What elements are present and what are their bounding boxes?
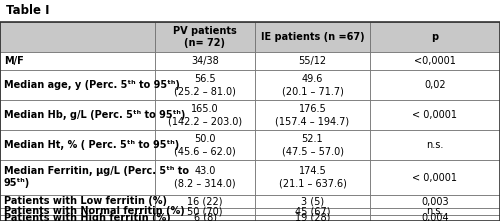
Text: < 0,0001: < 0,0001 <box>412 110 458 120</box>
Bar <box>155 208 255 215</box>
Bar <box>370 70 500 100</box>
Text: 56.5
(25.2 – 81.0): 56.5 (25.2 – 81.0) <box>174 74 236 96</box>
Bar <box>255 70 370 100</box>
Text: 52.1
(47.5 – 57.0): 52.1 (47.5 – 57.0) <box>282 134 344 156</box>
Text: Median age, y (Perc. 5ᵗʰ to 95ᵗʰ): Median age, y (Perc. 5ᵗʰ to 95ᵗʰ) <box>4 80 180 90</box>
Text: 45 (67): 45 (67) <box>295 206 330 217</box>
Text: 176.5
(157.4 – 194.7): 176.5 (157.4 – 194.7) <box>276 104 349 126</box>
Text: Patients with Normal ferritin (%): Patients with Normal ferritin (%) <box>4 206 185 217</box>
Text: 43.0
(8.2 – 314.0): 43.0 (8.2 – 314.0) <box>174 166 236 189</box>
Text: 50.0
(45.6 – 62.0): 50.0 (45.6 – 62.0) <box>174 134 236 156</box>
Text: p: p <box>432 32 438 42</box>
Text: 174.5
(21.1 – 637.6): 174.5 (21.1 – 637.6) <box>278 166 346 189</box>
Bar <box>370 195 500 208</box>
Bar <box>370 208 500 215</box>
Bar <box>255 160 370 195</box>
Bar <box>155 195 255 208</box>
Bar <box>255 52 370 70</box>
Text: <0,0001: <0,0001 <box>414 56 456 66</box>
Bar <box>370 52 500 70</box>
Bar <box>0 130 155 160</box>
Bar <box>0 100 155 130</box>
Text: Median Ht, % ( Perc. 5ᵗʰ to 95ᵗʰ): Median Ht, % ( Perc. 5ᵗʰ to 95ᵗʰ) <box>4 140 179 150</box>
Text: 165.0
(142.2 – 203.0): 165.0 (142.2 – 203.0) <box>168 104 242 126</box>
Text: 3 (5): 3 (5) <box>301 196 324 206</box>
Text: Patients with Low ferritin (%): Patients with Low ferritin (%) <box>4 196 167 206</box>
Text: 50 (70): 50 (70) <box>187 206 223 217</box>
Bar <box>370 160 500 195</box>
Bar <box>255 100 370 130</box>
Text: 19 (28): 19 (28) <box>295 213 330 221</box>
Text: Patients with High ferritin (%): Patients with High ferritin (%) <box>4 213 171 221</box>
Text: 16 (22): 16 (22) <box>187 196 223 206</box>
Bar <box>0 195 155 208</box>
Text: Table I: Table I <box>6 4 50 17</box>
Text: IE patients (n =67): IE patients (n =67) <box>260 32 364 42</box>
Text: 55/12: 55/12 <box>298 56 326 66</box>
Text: PV patients
(n= 72): PV patients (n= 72) <box>173 26 237 48</box>
Bar <box>255 208 370 215</box>
Bar <box>370 130 500 160</box>
Bar <box>255 195 370 208</box>
Text: Median Ferritin, μg/L (Perc. 5ᵗʰ to
95ᵗʰ): Median Ferritin, μg/L (Perc. 5ᵗʰ to 95ᵗʰ… <box>4 166 189 189</box>
Bar <box>0 52 155 70</box>
Bar <box>155 100 255 130</box>
Bar <box>370 215 500 221</box>
Bar <box>155 130 255 160</box>
Bar <box>155 70 255 100</box>
Text: 0,004: 0,004 <box>421 213 449 221</box>
Text: 0,02: 0,02 <box>424 80 446 90</box>
Bar <box>0 70 155 100</box>
Bar <box>0 160 155 195</box>
Bar <box>0 22 155 52</box>
Bar <box>155 52 255 70</box>
Text: 49.6
(20.1 – 71.7): 49.6 (20.1 – 71.7) <box>282 74 344 96</box>
Bar <box>255 215 370 221</box>
Text: Median Hb, g/L (Perc. 5ᵗʰ to 95ᵗʰ): Median Hb, g/L (Perc. 5ᵗʰ to 95ᵗʰ) <box>4 110 186 120</box>
Bar <box>155 22 255 52</box>
Text: 34/38: 34/38 <box>191 56 219 66</box>
Text: 0,003: 0,003 <box>421 196 449 206</box>
Bar <box>370 100 500 130</box>
Bar <box>155 215 255 221</box>
Text: n.s.: n.s. <box>426 140 444 150</box>
Bar <box>255 130 370 160</box>
Bar <box>255 22 370 52</box>
Text: n.s.: n.s. <box>426 206 444 217</box>
Bar <box>0 215 155 221</box>
Bar <box>0 208 155 215</box>
Bar <box>370 22 500 52</box>
Text: M/F: M/F <box>4 56 24 66</box>
Bar <box>155 160 255 195</box>
Text: < 0,0001: < 0,0001 <box>412 173 458 183</box>
Text: 6 (8): 6 (8) <box>194 213 216 221</box>
